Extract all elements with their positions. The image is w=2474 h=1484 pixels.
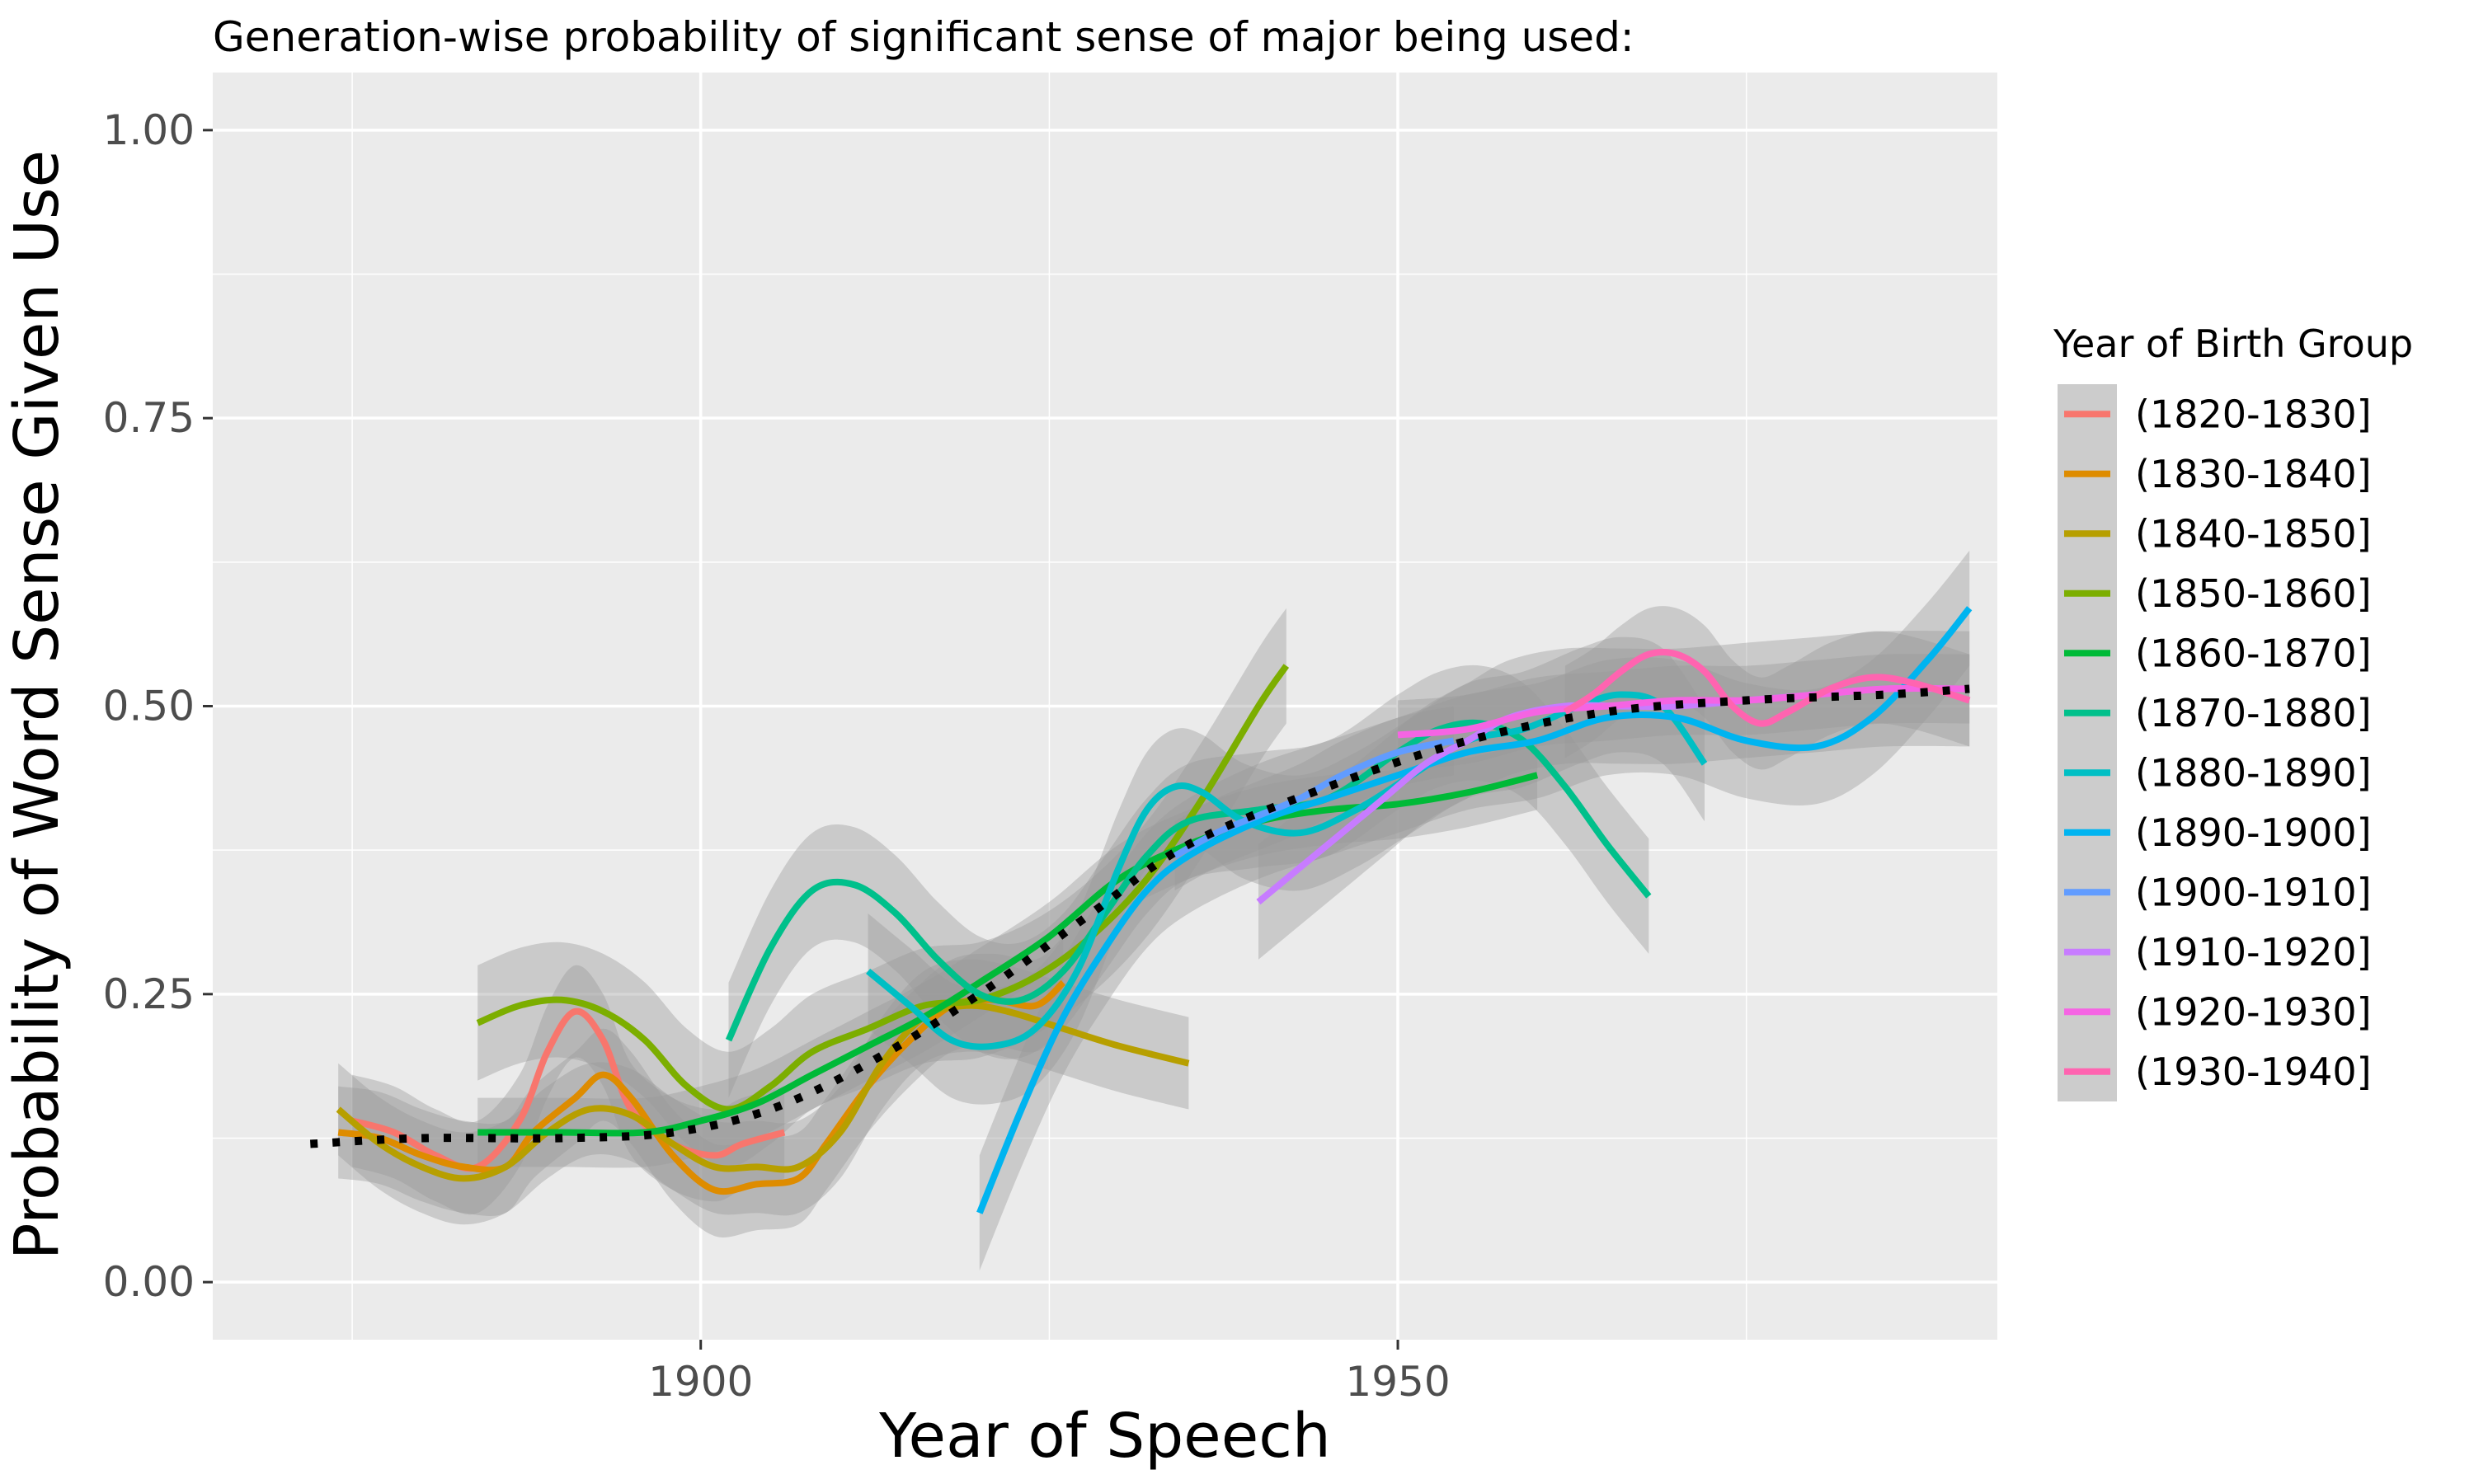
series-line bbox=[477, 772, 1539, 1137]
y-tick-label: 0.75 bbox=[103, 394, 195, 442]
x-axis-title: Year of Speech bbox=[878, 1401, 1331, 1472]
confidence-band bbox=[477, 740, 1538, 1168]
y-tick-label: 1.00 bbox=[103, 106, 195, 154]
legend-label: (1930-1940] bbox=[2135, 1050, 2372, 1094]
series-line bbox=[351, 1007, 786, 1172]
x-axis: 1900 1950 bbox=[648, 1340, 1451, 1406]
series-lines bbox=[336, 606, 1973, 1214]
chart-title: Generation-wise probability of significa… bbox=[213, 13, 1634, 61]
legend-label: (1860-1870] bbox=[2135, 631, 2372, 675]
legend-label: (1880-1890] bbox=[2135, 750, 2372, 795]
y-axis-title: Probability of Word Sense Given Use bbox=[2, 150, 73, 1260]
legend: Year of Birth Group (1820-1830] (1830-184… bbox=[2053, 322, 2413, 1101]
y-tick-label: 0.00 bbox=[103, 1258, 195, 1306]
x-tick-label: 1950 bbox=[1345, 1358, 1450, 1406]
confidence-band bbox=[338, 937, 1064, 1237]
legend-label: (1850-1860] bbox=[2135, 571, 2372, 616]
legend-title: Year of Birth Group bbox=[2053, 322, 2413, 366]
series-line bbox=[1563, 648, 1971, 727]
confidence-band bbox=[1174, 706, 1454, 891]
confidence-band bbox=[477, 608, 1286, 1167]
y-axis: 0.00 0.25 0.50 0.75 1.00 bbox=[103, 106, 213, 1306]
series-line bbox=[1173, 737, 1455, 859]
legend-label: (1900-1910] bbox=[2135, 870, 2372, 914]
overall-trend bbox=[310, 684, 1970, 1148]
legend-label: (1910-1920] bbox=[2135, 930, 2372, 974]
legend-label: (1840-1850] bbox=[2135, 511, 2372, 556]
legend-label: (1920-1930] bbox=[2135, 989, 2372, 1034]
y-tick-label: 0.50 bbox=[103, 683, 195, 730]
confidence-band bbox=[338, 959, 1189, 1225]
series-line bbox=[1397, 685, 1970, 739]
legend-key-background bbox=[2058, 384, 2117, 1101]
confidence-band bbox=[352, 965, 785, 1215]
confidence-band bbox=[1564, 606, 1970, 770]
legend-label: (1830-1840] bbox=[2135, 452, 2372, 496]
trend-line bbox=[310, 684, 1970, 1148]
x-tick-label: 1900 bbox=[648, 1358, 753, 1406]
y-tick-label: 0.25 bbox=[103, 970, 195, 1018]
legend-label: (1820-1830] bbox=[2135, 392, 2372, 436]
series-line bbox=[476, 664, 1290, 1113]
legend-label: (1870-1880] bbox=[2135, 691, 2372, 735]
legend-label: (1890-1900] bbox=[2135, 810, 2372, 855]
series-line bbox=[336, 1002, 1190, 1182]
legend-keys: (1820-1830] (1830-1840] (1840-1850] (1850-1… bbox=[2058, 384, 2372, 1101]
